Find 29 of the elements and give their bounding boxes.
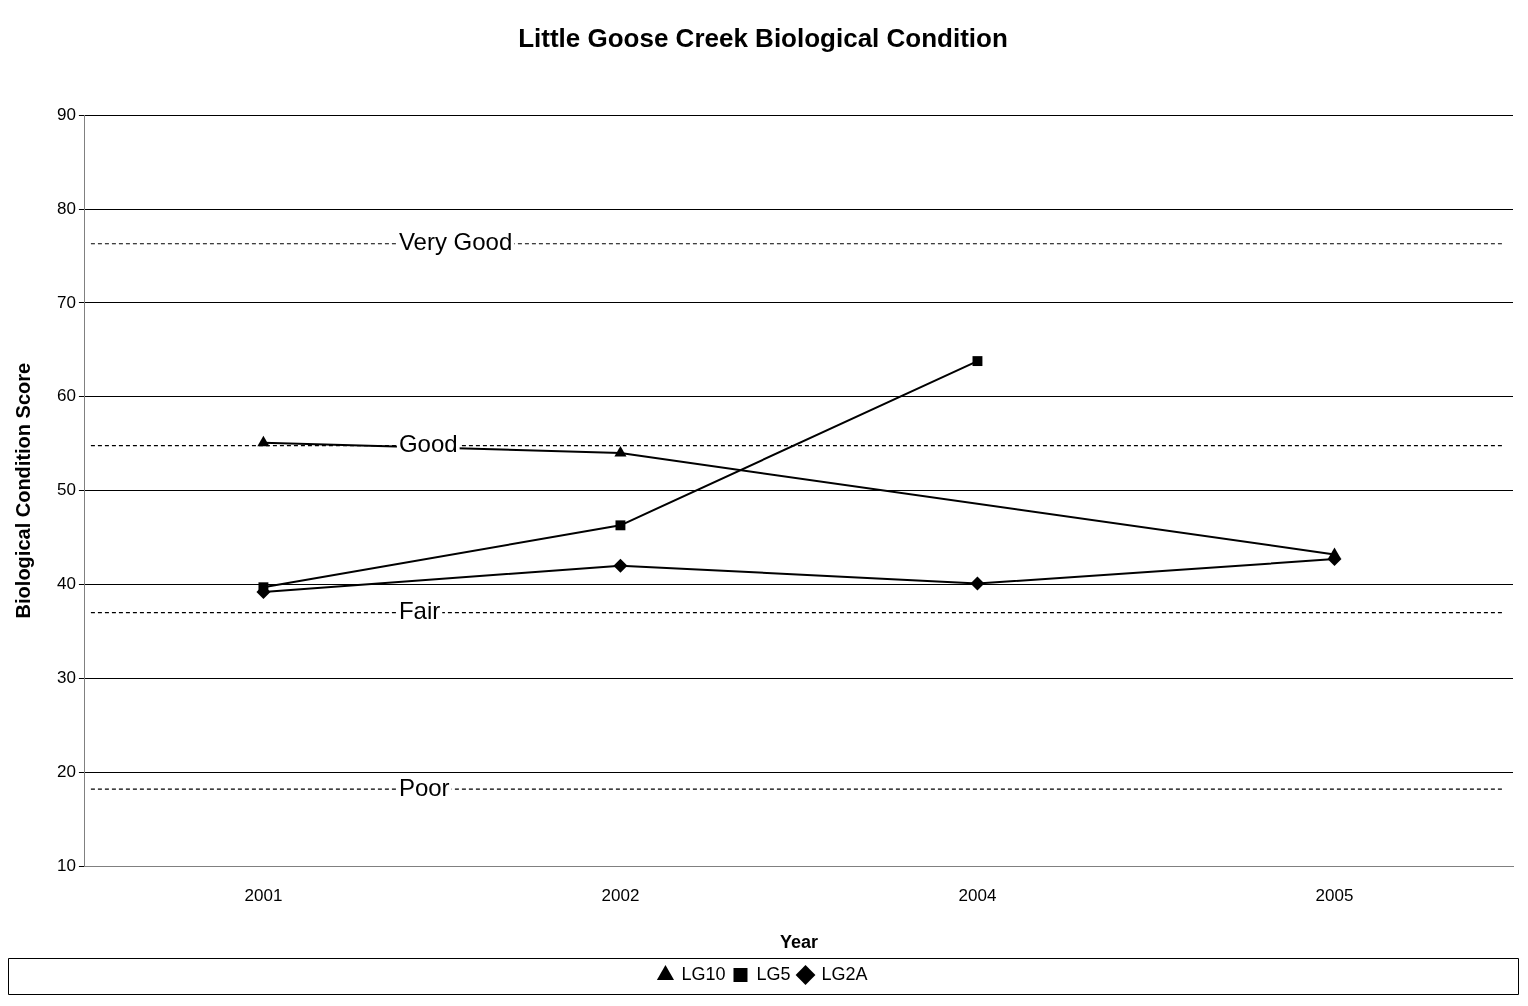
y-tick-label: 10 [56, 855, 76, 875]
y-tick-label: 60 [56, 386, 76, 406]
legend-label: LG10 [681, 963, 726, 984]
point [972, 356, 983, 367]
ref-line-label: Good [398, 430, 458, 458]
y-tick-label: 30 [56, 667, 76, 687]
legend-label: LG5 [756, 963, 791, 984]
y-tick-label: 90 [56, 104, 76, 124]
x-tick-label: 2002 [601, 885, 640, 905]
y-tick-label: 40 [56, 574, 76, 594]
y-tick-label: 80 [56, 198, 76, 218]
y-tick-label: 20 [56, 761, 76, 781]
legend-label: LG2A [821, 963, 868, 984]
x-tick-label: 2001 [244, 885, 283, 905]
point [970, 576, 985, 591]
x-tick-label: 2004 [958, 885, 997, 905]
point [614, 446, 627, 457]
ref-line-label: Very Good [398, 228, 513, 256]
ref-line-label: Poor [398, 773, 450, 801]
chart-title: Little Goose Creek Biological Condition [518, 22, 1008, 53]
y-axis-title: Biological Condition Score [11, 362, 34, 619]
x-axis-title: Year [779, 932, 818, 953]
y-tick-label: 50 [56, 480, 76, 500]
y-tick-label: 70 [56, 292, 76, 312]
ref-line-label: Fair [398, 597, 441, 625]
point [615, 520, 626, 531]
x-tick-label: 2005 [1315, 885, 1354, 905]
point [1328, 547, 1341, 558]
point [613, 558, 628, 573]
